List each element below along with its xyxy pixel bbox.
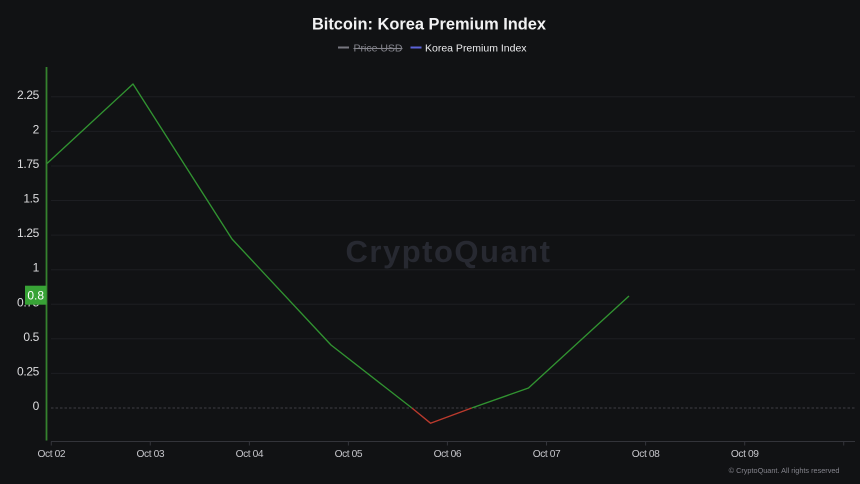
svg-text:Oct 09: Oct 09 (731, 449, 759, 460)
svg-text:1: 1 (33, 261, 40, 275)
svg-text:1.5: 1.5 (23, 192, 39, 206)
svg-text:Oct 02: Oct 02 (37, 449, 65, 460)
svg-text:0.5: 0.5 (23, 330, 39, 344)
svg-text:0: 0 (33, 399, 40, 413)
svg-text:CryptoQuant: CryptoQuant (346, 234, 552, 269)
svg-text:Price USD: Price USD (354, 43, 403, 55)
svg-text:0.25: 0.25 (17, 364, 40, 378)
svg-text:Oct 04: Oct 04 (236, 449, 264, 460)
svg-text:2.25: 2.25 (17, 88, 40, 102)
svg-text:0.8: 0.8 (27, 289, 44, 303)
svg-text:Oct 08: Oct 08 (632, 449, 660, 460)
svg-text:© CryptoQuant. All rights rese: © CryptoQuant. All rights reserved (729, 466, 840, 475)
svg-text:1.75: 1.75 (17, 157, 40, 171)
svg-text:Oct 03: Oct 03 (136, 449, 164, 460)
svg-text:Oct 07: Oct 07 (533, 449, 561, 460)
svg-text:Bitcoin: Korea Premium Index: Bitcoin: Korea Premium Index (312, 16, 546, 34)
svg-text:1.25: 1.25 (17, 226, 40, 240)
svg-text:2: 2 (33, 122, 40, 136)
svg-text:Korea Premium Index: Korea Premium Index (425, 43, 527, 55)
svg-text:Oct 06: Oct 06 (434, 449, 462, 460)
svg-text:Oct 05: Oct 05 (335, 449, 363, 460)
